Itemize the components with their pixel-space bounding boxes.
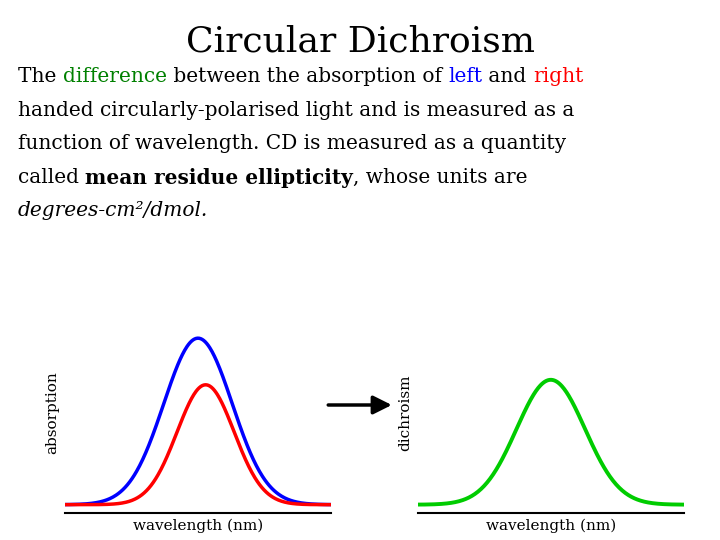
Text: left: left — [448, 68, 482, 86]
Text: , whose units are: , whose units are — [353, 168, 528, 187]
X-axis label: wavelength (nm): wavelength (nm) — [486, 518, 616, 533]
X-axis label: wavelength (nm): wavelength (nm) — [133, 518, 263, 533]
Text: right: right — [533, 68, 583, 86]
Text: and: and — [482, 68, 533, 86]
Text: mean residue ellipticity: mean residue ellipticity — [86, 168, 353, 188]
Text: degrees-cm²/dmol.: degrees-cm²/dmol. — [18, 201, 208, 220]
Text: Circular Dichroism: Circular Dichroism — [186, 24, 534, 58]
Text: called: called — [18, 168, 86, 187]
Text: function of wavelength. CD is measured as a quantity: function of wavelength. CD is measured a… — [18, 134, 566, 153]
Text: The: The — [18, 68, 63, 86]
Text: between the absorption of: between the absorption of — [167, 68, 448, 86]
Y-axis label: dichroism: dichroism — [398, 375, 412, 451]
Y-axis label: absorption: absorption — [45, 372, 59, 455]
Text: difference: difference — [63, 68, 167, 86]
Text: handed circularly-polarised light and is measured as a: handed circularly-polarised light and is… — [18, 101, 575, 120]
